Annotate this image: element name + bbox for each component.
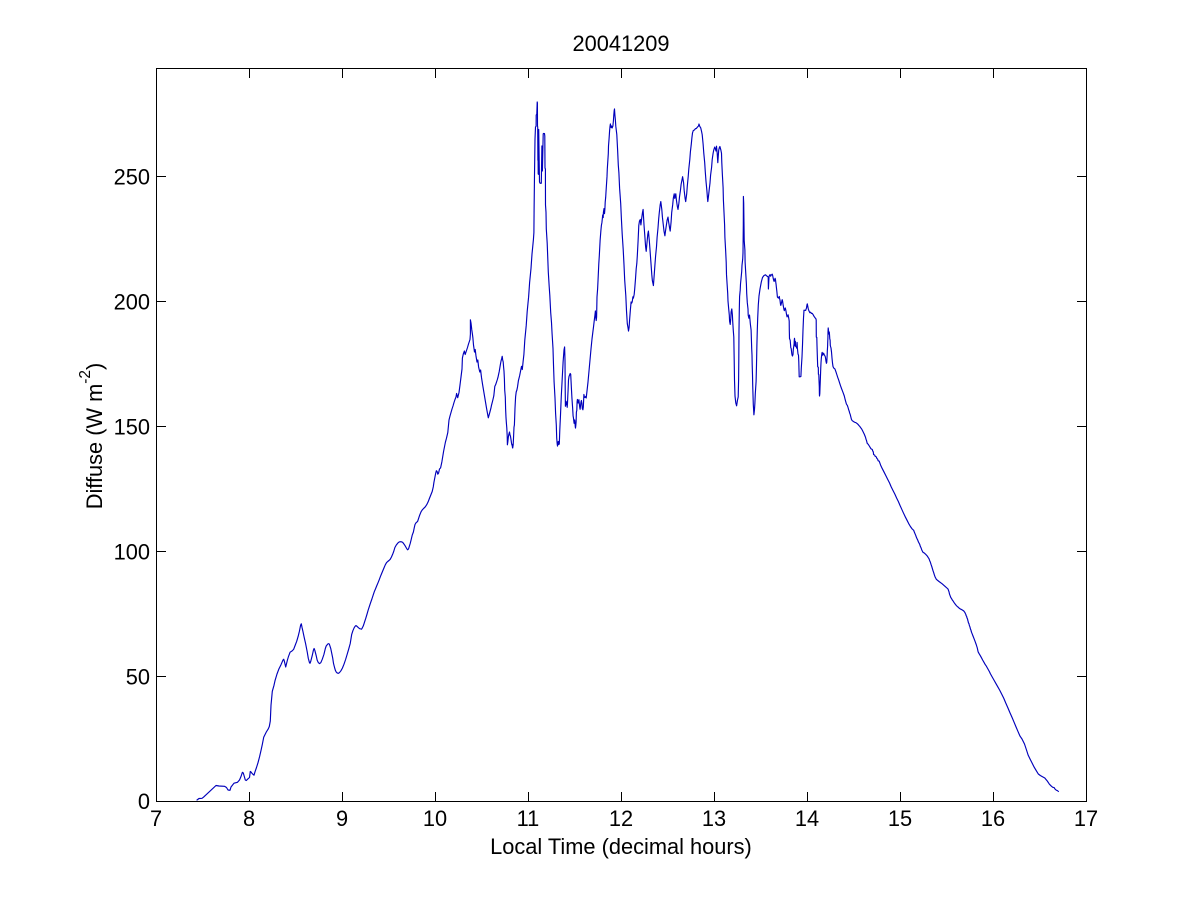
svg-text:250: 250	[114, 165, 150, 190]
svg-text:50: 50	[126, 665, 150, 690]
svg-text:0: 0	[138, 789, 150, 814]
svg-text:Diffuse (W m-2): Diffuse (W m-2)	[77, 363, 107, 510]
svg-text:10: 10	[423, 806, 447, 831]
svg-text:13: 13	[702, 806, 726, 831]
svg-text:14: 14	[795, 806, 819, 831]
svg-text:150: 150	[114, 415, 150, 440]
svg-text:12: 12	[609, 806, 633, 831]
svg-text:17: 17	[1074, 806, 1098, 831]
svg-text:8: 8	[243, 806, 255, 831]
svg-text:15: 15	[888, 806, 912, 831]
svg-text:16: 16	[981, 806, 1005, 831]
svg-text:7: 7	[150, 806, 162, 831]
svg-text:11: 11	[517, 806, 540, 831]
svg-text:9: 9	[336, 806, 348, 831]
svg-text:200: 200	[114, 290, 150, 315]
svg-text:20041209: 20041209	[573, 31, 670, 56]
svg-text:Local Time (decimal hours): Local Time (decimal hours)	[490, 834, 752, 859]
svg-text:100: 100	[114, 540, 150, 565]
